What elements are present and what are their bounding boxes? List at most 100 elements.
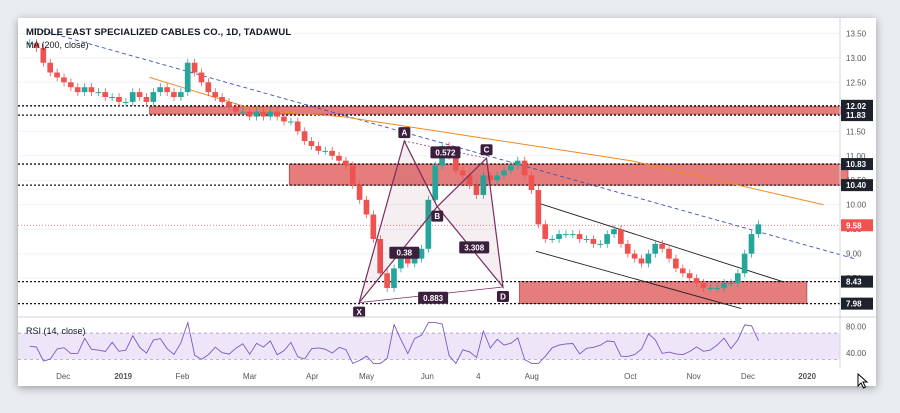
candle-body — [721, 283, 727, 288]
candle-body — [748, 234, 755, 254]
candle-body — [287, 121, 294, 123]
candle-body — [576, 234, 583, 239]
candle-body — [281, 116, 287, 122]
candle-body — [487, 175, 494, 181]
candle-body — [700, 283, 707, 288]
candle-body — [418, 248, 425, 259]
rsi-tick-label: 40.00 — [846, 349, 867, 358]
candle-body — [673, 258, 679, 269]
price-label-box — [841, 158, 873, 171]
price-label-box — [841, 219, 873, 232]
time-tick-label: Mar — [243, 372, 257, 381]
ratio-label: 3.308 — [464, 243, 485, 252]
candle-body — [274, 111, 280, 117]
price-label: 10.40 — [846, 181, 867, 190]
candle-body — [501, 170, 507, 176]
candle-body — [219, 97, 225, 102]
price-tick-label: 11.50 — [846, 127, 866, 136]
candle-body — [81, 87, 88, 93]
candle-body — [466, 175, 473, 186]
pattern-point-box — [431, 210, 444, 222]
candle-body — [267, 111, 274, 117]
candle-body — [246, 111, 253, 117]
candle-body — [102, 92, 109, 97]
candle-body — [109, 97, 115, 98]
candle-body — [336, 155, 342, 161]
price-zone — [519, 281, 808, 304]
pattern-bd-line — [436, 206, 504, 288]
time-tick-label: Nov — [687, 372, 701, 381]
candle-body — [542, 224, 549, 239]
descending-channel — [535, 201, 783, 309]
price-tick-label: 13.00 — [846, 54, 867, 63]
time-tick-label: Dec — [741, 372, 755, 381]
candle-body — [659, 243, 665, 249]
price-label-box — [841, 99, 873, 112]
price-tick-label: 9.00 — [846, 250, 862, 259]
candle-body — [129, 92, 136, 102]
candle-body — [679, 268, 686, 274]
candle-body — [514, 160, 521, 166]
candle-body — [411, 258, 418, 264]
candle-body — [755, 224, 762, 235]
candle-body — [301, 131, 308, 142]
candle-body — [404, 258, 411, 264]
horizontal-levels — [18, 105, 840, 305]
candle-body — [508, 165, 514, 171]
candle-body — [597, 243, 604, 245]
pattern-point-label: X — [356, 308, 362, 317]
candle-body — [556, 234, 562, 239]
ratio-label: 0.38 — [397, 249, 413, 258]
candle-body — [315, 145, 322, 151]
price-label: 9.58 — [846, 221, 862, 230]
candle-body — [232, 106, 239, 112]
candle-body — [494, 175, 500, 181]
candle-body — [563, 234, 569, 236]
candle-body — [47, 62, 54, 73]
candle-body — [569, 234, 576, 236]
support-resistance-zones — [149, 106, 849, 304]
candle-body — [212, 92, 219, 97]
candle-body — [150, 92, 157, 102]
candle-body — [693, 278, 700, 284]
rsi-tick-label: 80.00 — [846, 323, 867, 332]
candle-body — [384, 273, 390, 288]
candle-body — [95, 92, 102, 94]
chart-canvas[interactable]: X A B C D 0.572 0.38 3.308 0.883 80.00 40.00 13.5… — [18, 18, 876, 386]
price-label: 10.83 — [846, 160, 867, 169]
rsi-line — [29, 320, 759, 365]
candle-body — [549, 239, 555, 240]
pattern-point-box — [398, 127, 411, 139]
price-tick-label: 13.50 — [846, 29, 867, 38]
candle-body — [349, 165, 356, 186]
candle-body — [528, 175, 535, 191]
candle-body — [734, 273, 741, 284]
ratio-box — [389, 246, 420, 259]
rsi-pane: 80.00 40.00 — [18, 316, 876, 365]
candle-body — [714, 287, 720, 289]
candle-body — [191, 62, 198, 73]
ratio-label: 0.883 — [423, 294, 444, 303]
candle-body — [61, 77, 67, 83]
ratio-label: 0.572 — [435, 148, 456, 157]
time-tick-label: Oct — [624, 372, 637, 381]
pattern-point-box — [480, 144, 493, 156]
channel-upper-line — [535, 201, 783, 283]
candle-body — [459, 170, 466, 176]
candle-body — [618, 229, 624, 244]
candle-body — [122, 101, 129, 103]
ratio-box — [418, 291, 449, 304]
candle-body — [583, 239, 590, 240]
candle-body — [116, 97, 122, 102]
candle-body — [425, 199, 432, 249]
candle-body — [308, 141, 315, 146]
candle-body — [473, 185, 480, 195]
candle-body — [728, 283, 734, 285]
candle-body — [521, 160, 528, 176]
price-label: 7.98 — [846, 300, 862, 309]
candle-body — [198, 72, 205, 83]
candle-body — [205, 82, 212, 93]
candle-body — [356, 185, 363, 200]
ma-line — [149, 76, 824, 206]
price-tick-label: 10.00 — [846, 201, 867, 210]
